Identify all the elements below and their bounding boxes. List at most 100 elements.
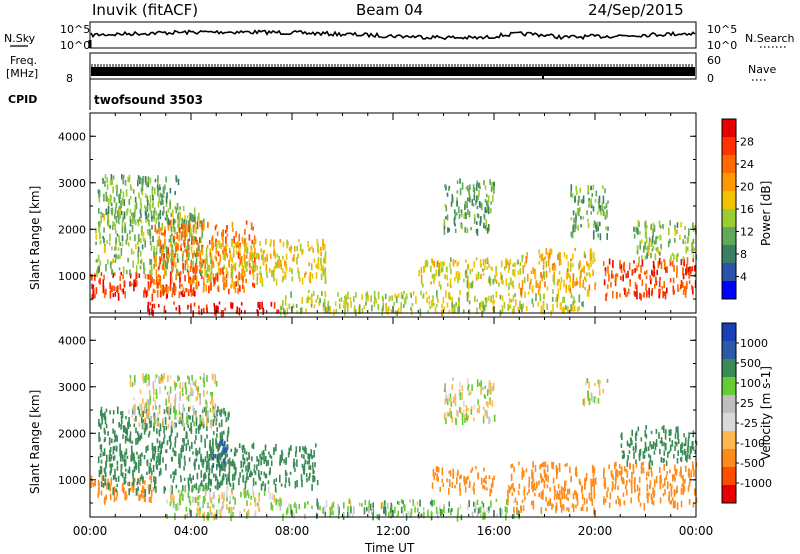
heatmap-cell: [454, 259, 457, 264]
heatmap-cell: [448, 501, 451, 507]
heatmap-cell: [591, 193, 593, 197]
heatmap-cell: [235, 242, 238, 249]
heatmap-cell: [198, 305, 200, 310]
heatmap-cell: [137, 241, 139, 245]
heatmap-cell: [288, 503, 290, 508]
heatmap-cell: [626, 480, 628, 486]
heatmap-cell: [209, 248, 211, 253]
heatmap-cell: [156, 464, 158, 469]
colorbar-swatch: [722, 323, 736, 342]
heatmap-cell: [218, 441, 221, 448]
heatmap-cell: [449, 407, 451, 414]
heatmap-cell: [209, 249, 212, 257]
heatmap-cell: [456, 514, 459, 522]
heatmap-cell: [442, 296, 445, 304]
heatmap-cell: [688, 432, 690, 438]
heatmap-cell: [667, 452, 669, 458]
heatmap-cell: [513, 488, 516, 493]
heatmap-cell: [484, 297, 487, 302]
heatmap-cell: [187, 271, 190, 277]
heatmap-cell: [563, 279, 565, 288]
heatmap-cell: [361, 294, 363, 301]
heatmap-cell: [520, 288, 523, 294]
heatmap-cell: [464, 201, 467, 210]
heatmap-cell: [673, 489, 676, 496]
heatmap-cell: [153, 303, 156, 309]
heatmap-cell: [426, 297, 428, 304]
heatmap-cell: [557, 254, 559, 260]
heatmap-cell: [193, 422, 195, 427]
heatmap-cell: [142, 413, 144, 417]
heatmap-cell: [467, 275, 469, 280]
heatmap-cell: [480, 216, 482, 224]
heatmap-cell: [285, 253, 288, 260]
heatmap-cell: [201, 230, 203, 238]
heatmap-cell: [179, 464, 181, 468]
heatmap-cell: [685, 455, 688, 462]
heatmap-cell: [614, 279, 617, 287]
heatmap-cell: [651, 460, 653, 466]
heatmap-cell: [209, 254, 212, 258]
heatmap-cell: [435, 506, 438, 514]
heatmap-cell: [218, 260, 221, 266]
heatmap-cell: [212, 241, 215, 249]
heatmap-cell: [188, 376, 190, 385]
heatmap-cell: [538, 286, 541, 292]
heatmap-cell: [95, 234, 97, 240]
heatmap-cell: [178, 376, 180, 381]
heatmap-cell: [316, 238, 319, 245]
heatmap-cell: [225, 236, 227, 244]
heatmap-cell: [543, 461, 545, 468]
heatmap-cell: [183, 438, 185, 446]
heatmap-cell: [655, 439, 658, 447]
heatmap-cell: [473, 417, 475, 422]
heatmap-cell: [317, 294, 319, 300]
heatmap-cell: [229, 495, 231, 501]
heatmap-cell: [163, 438, 165, 445]
heatmap-cell: [102, 278, 105, 287]
heatmap-cell: [215, 273, 217, 281]
heatmap-cell: [225, 461, 227, 467]
heatmap-cell: [411, 303, 414, 307]
heatmap-cell: [345, 296, 348, 305]
heatmap-cell: [584, 478, 586, 483]
heatmap-cell: [147, 182, 150, 187]
heatmap-cell: [187, 394, 190, 402]
heatmap-cell: [408, 510, 411, 517]
heatmap-cell: [205, 284, 207, 292]
heatmap-cell: [582, 399, 585, 405]
heatmap-cell: [308, 248, 310, 252]
heatmap-cell: [565, 305, 567, 310]
heatmap-cell: [510, 463, 513, 469]
heatmap-cell: [183, 242, 186, 248]
heatmap-cell: [155, 259, 157, 267]
heatmap-cell: [489, 418, 491, 423]
heatmap-cell: [207, 503, 209, 507]
heatmap-cell: [209, 272, 212, 280]
heatmap-cell: [174, 451, 177, 457]
heatmap-cell: [169, 220, 171, 226]
heatmap-cell: [238, 477, 240, 486]
heatmap-cell: [329, 510, 332, 518]
heatmap-cell: [109, 410, 111, 415]
heatmap-cell: [213, 281, 215, 287]
heatmap-cell: [166, 216, 169, 224]
heatmap-cell: [127, 438, 129, 442]
heatmap-cell: [668, 491, 670, 497]
heatmap-cell: [648, 492, 650, 497]
heatmap-cell: [232, 227, 234, 232]
heatmap-cell: [155, 247, 158, 251]
heatmap-cell: [130, 248, 133, 255]
heatmap-cell: [590, 259, 592, 268]
heatmap-cell: [603, 496, 605, 502]
heatmap-cell: [642, 451, 645, 459]
heatmap-cell: [113, 486, 116, 492]
heatmap-cell: [479, 513, 482, 518]
heatmap-cell: [269, 467, 271, 474]
heatmap-cell: [155, 251, 158, 255]
heatmap-cell: [592, 232, 595, 240]
heatmap-cell: [189, 405, 192, 410]
heatmap-cell: [252, 485, 254, 494]
heatmap-cell: [458, 297, 460, 302]
heatmap-cell: [104, 478, 107, 486]
